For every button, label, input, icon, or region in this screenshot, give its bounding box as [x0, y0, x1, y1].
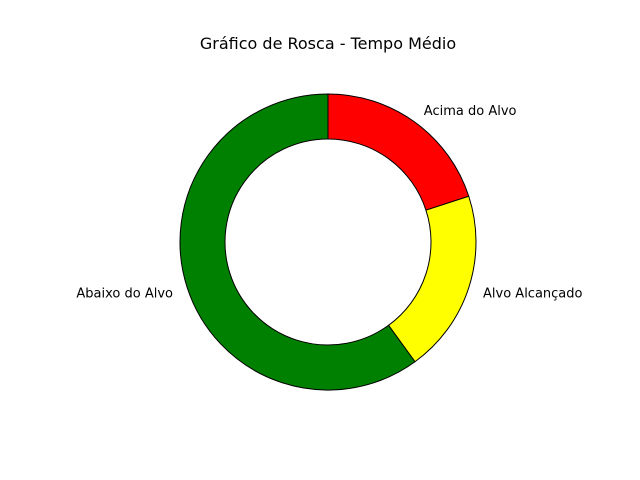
slice-label-2: Abaixo do Alvo — [76, 286, 173, 301]
slice-label-0: Acima do Alvo — [424, 104, 517, 119]
donut-slice-2 — [179, 93, 416, 391]
donut-slices — [179, 93, 477, 391]
slice-label-1: Alvo Alcançado — [483, 286, 583, 301]
chart-title: Gráfico de Rosca - Tempo Médio — [200, 34, 456, 53]
slice-labels: Acima do Alvo Alvo Alcançado Abaixo do Alv… — [76, 104, 582, 301]
donut-slice-1 — [387, 195, 477, 363]
